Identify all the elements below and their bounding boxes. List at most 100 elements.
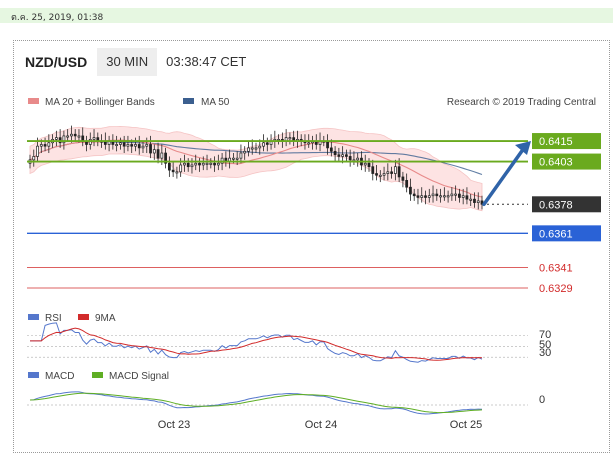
candle-body (345, 154, 348, 157)
candle-body (39, 144, 43, 147)
candle-body (77, 135, 81, 138)
macd-legend-label: MACD (45, 371, 74, 382)
timeframe-selector[interactable]: 30 MIN (97, 48, 158, 76)
x-tick-oct25: Oct 25 (450, 419, 482, 431)
chart-header: NZD/USD 30 MIN 03:38:47 CET (19, 48, 254, 76)
candle-body (186, 162, 190, 168)
x-tick-oct24: Oct 24 (305, 419, 337, 431)
candle-body (194, 162, 198, 166)
candle-body (333, 150, 337, 156)
currency-pair: NZD/USD (25, 54, 88, 70)
candle-body (329, 147, 333, 152)
candle-body (164, 152, 167, 164)
candle-body (473, 198, 476, 203)
candle-body (201, 162, 205, 166)
candle-body (258, 145, 262, 149)
candle-body (465, 195, 469, 200)
candle-body (439, 195, 442, 198)
candle-body (43, 144, 47, 147)
x-tick-oct23: Oct 23 (158, 419, 190, 431)
rsi-legend-swatch (28, 314, 39, 320)
level-badge-0.6403 (532, 153, 601, 170)
candle-body (183, 162, 186, 166)
candle-body (205, 162, 209, 165)
datestamp-bar: ต.ค. 25, 2019, 01:38 (0, 8, 613, 23)
candle-body (250, 147, 254, 150)
chart-frame (13, 40, 610, 453)
candle-body (126, 144, 130, 147)
candle-body (442, 195, 446, 198)
macd-tick-0: 0 (539, 394, 545, 406)
candle-body (356, 157, 360, 161)
candle-body (134, 144, 137, 147)
candle-body (47, 142, 51, 147)
rsi-tick-30: 30 (539, 347, 551, 359)
candle-body (119, 142, 122, 145)
candle-body (476, 200, 480, 203)
candle-body (115, 144, 119, 147)
candle-body (307, 142, 311, 145)
candle-body (73, 133, 77, 137)
candle-body (367, 162, 371, 168)
candle-body (450, 193, 454, 197)
rsi-9ma-line (30, 327, 483, 361)
candle-body (137, 144, 141, 149)
candle-body (66, 135, 70, 138)
candle-body (179, 164, 183, 173)
macd-signal-line (29, 392, 483, 414)
candle-body (265, 142, 269, 145)
ma20-legend-swatch (28, 98, 39, 104)
macd-panel (27, 391, 528, 415)
levels-layer: 0.6415 0.6403 0.6378 0.6361 0.6341 0.6329 (27, 133, 601, 295)
ma50-legend-label: MA 50 (201, 97, 230, 108)
rsi9ma-legend-swatch (78, 314, 89, 320)
candle-body (141, 145, 145, 149)
candle-body (337, 154, 341, 157)
candle-body (156, 149, 160, 159)
candle-body (145, 144, 149, 147)
candle-body (326, 140, 329, 149)
rsi-line (30, 322, 483, 363)
candle-body (160, 152, 164, 159)
candle-body (213, 162, 216, 166)
candle-body (122, 142, 126, 147)
candle-body (254, 147, 258, 150)
candle-body (393, 166, 397, 174)
macd-signal-legend-swatch (92, 372, 103, 378)
candle-body (420, 195, 424, 198)
level-badge-0.6378 (532, 196, 601, 213)
level-label-0.6341: 0.6341 (539, 263, 573, 275)
level-label-0.6329: 0.6329 (539, 283, 573, 295)
candle-body (62, 135, 66, 144)
candle-body (382, 173, 386, 176)
candle-body (36, 145, 39, 157)
rsi9ma-legend-label: 9MA (95, 313, 116, 324)
candle-body (243, 150, 247, 154)
candle-body (130, 144, 134, 147)
level-label-0.6415: 0.6415 (539, 136, 573, 148)
level-label-0.6361: 0.6361 (539, 228, 573, 240)
candle-body (262, 142, 265, 147)
candle-body (435, 193, 439, 197)
candle-body (458, 193, 461, 198)
ma50-legend-swatch (183, 98, 194, 104)
candle-body (424, 195, 427, 198)
candle-body (288, 137, 292, 140)
candle-body (378, 174, 382, 177)
candle-body (348, 156, 352, 161)
candle-body (92, 137, 96, 140)
datestamp: ต.ค. 25, 2019, 01:38 (11, 13, 104, 23)
forecast-arrow-shaft (482, 146, 526, 207)
candle-body (371, 166, 375, 174)
candle-body (461, 195, 465, 198)
candle-body (190, 164, 194, 168)
candle-body (152, 149, 156, 154)
candle-body (427, 195, 431, 198)
candle-body (32, 156, 36, 161)
candle-body (341, 154, 345, 157)
level-label-0.6378: 0.6378 (539, 199, 573, 211)
candle-body (386, 171, 390, 174)
candle-body (70, 133, 73, 137)
candle-body (397, 166, 401, 178)
